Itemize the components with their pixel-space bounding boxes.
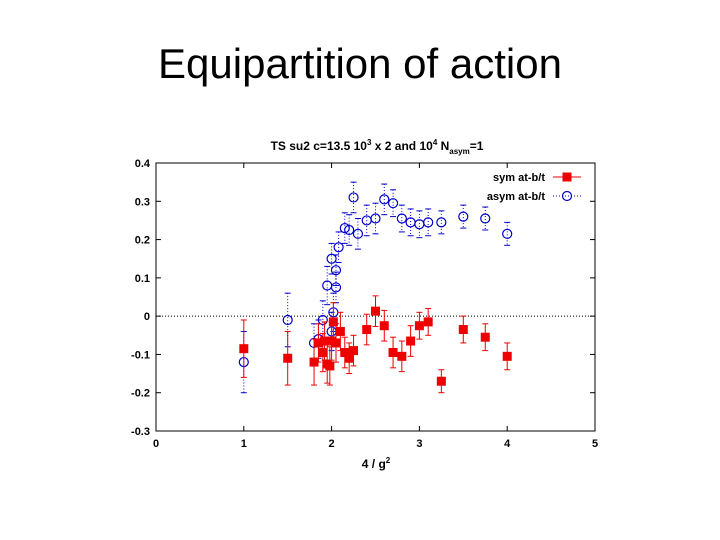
chart-title: TS su2 c=13.5 103 x 2 and 104 Nasym=1 <box>271 138 484 156</box>
data-point <box>348 192 359 203</box>
data-point <box>423 317 433 327</box>
x-tick-label: 5 <box>592 438 598 450</box>
data-point <box>405 217 416 228</box>
slide-title: Equipartition of action <box>158 40 562 87</box>
x-tick-label: 3 <box>416 438 422 450</box>
data-point <box>283 353 293 363</box>
data-point <box>388 348 398 358</box>
data-point <box>480 332 490 342</box>
x-tick-label: 2 <box>329 438 335 450</box>
legend: sym at-b/t asym at-b/t <box>487 172 581 203</box>
data-point <box>458 211 469 222</box>
data-point <box>436 217 447 228</box>
series-layer <box>238 181 513 394</box>
data-point <box>414 321 424 331</box>
x-tick-label: 0 <box>153 438 159 450</box>
data-point <box>406 336 416 346</box>
data-point <box>344 224 355 236</box>
y-tick-label: 0.4 <box>135 158 151 170</box>
data-point <box>414 219 425 230</box>
data-point <box>313 338 323 348</box>
data-point <box>309 357 319 367</box>
data-point <box>502 351 512 361</box>
y-tick-label: 0 <box>144 311 150 323</box>
data-point <box>239 344 249 354</box>
plot-frame <box>155 162 596 432</box>
x-tick-label: 1 <box>241 438 247 450</box>
y-tick-label: 0.3 <box>135 196 150 208</box>
data-point <box>362 325 372 335</box>
data-point <box>349 346 359 356</box>
data-point <box>379 194 390 205</box>
x-tick-label: 4 <box>504 438 511 450</box>
data-point <box>335 326 345 336</box>
data-point <box>480 213 491 224</box>
x-axis-label: 4 / g2 <box>362 456 391 471</box>
legend-label-asym: asym at-b/t <box>487 191 545 203</box>
data-point <box>333 242 344 253</box>
legend-marker-sym <box>562 172 572 182</box>
data-point <box>396 213 407 224</box>
y-tick-label: 0.1 <box>135 273 150 285</box>
data-point <box>423 217 434 228</box>
y-tick-label: -0.3 <box>131 426 150 438</box>
data-point <box>340 348 350 358</box>
legend-label-sym: sym at-b/t <box>493 172 545 184</box>
y-tick-label: 0.2 <box>135 235 150 247</box>
y-tick-label: -0.2 <box>131 388 150 400</box>
y-tick-label: -0.1 <box>131 349 150 361</box>
data-point <box>325 361 335 371</box>
data-point <box>397 351 407 361</box>
data-point <box>458 325 468 335</box>
data-point <box>379 321 389 331</box>
data-point <box>330 282 342 293</box>
data-point <box>331 338 341 348</box>
data-point <box>352 228 364 239</box>
data-point <box>371 306 380 316</box>
data-point <box>330 265 342 276</box>
data-point <box>328 317 338 327</box>
data-point <box>318 348 328 358</box>
data-point <box>317 314 328 326</box>
data-point <box>387 198 399 209</box>
data-point <box>320 336 330 346</box>
data-point <box>370 213 381 224</box>
data-point <box>436 376 446 386</box>
data-point <box>282 314 293 326</box>
series-sym <box>239 295 512 394</box>
data-point <box>344 353 354 363</box>
series-asym <box>238 181 513 394</box>
legend-marker-asym <box>561 190 573 202</box>
data-point <box>502 228 513 239</box>
